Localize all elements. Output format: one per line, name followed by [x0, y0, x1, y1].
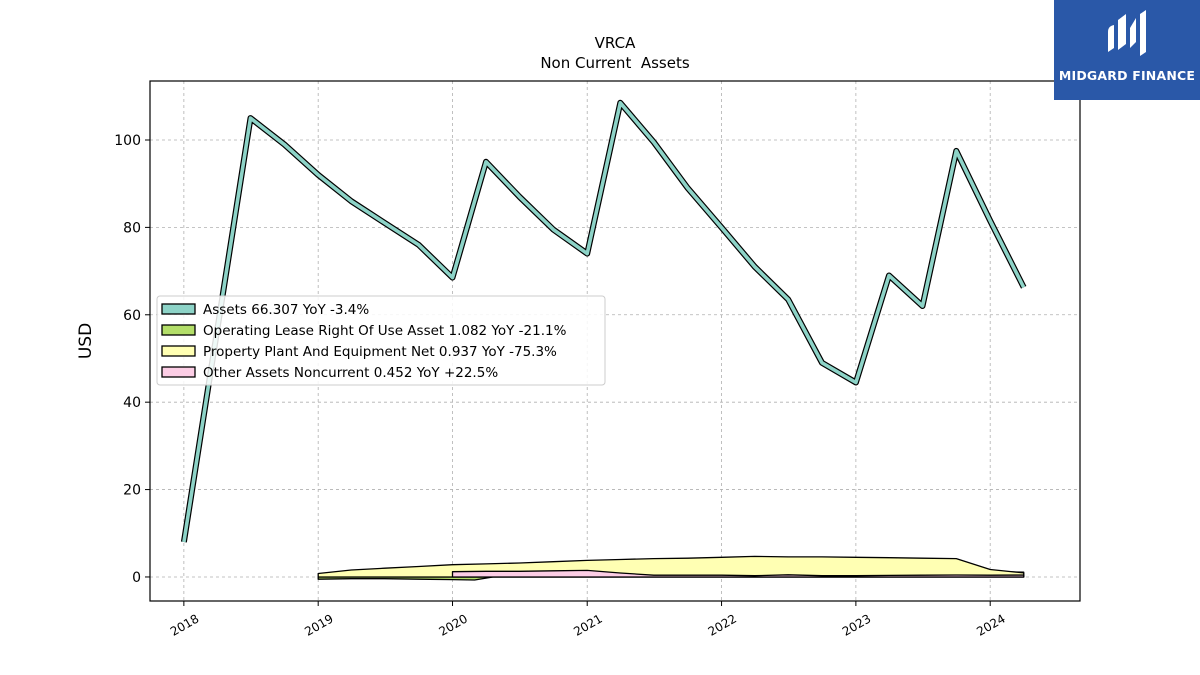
legend-label: Property Plant And Equipment Net 0.937 Y… [203, 344, 557, 360]
chart-title: VRCA [595, 34, 636, 52]
brand-name: MIDGARD FINANCE [1058, 68, 1196, 83]
midgard-logo-icon [1108, 10, 1146, 56]
series-assets [180, 99, 1027, 543]
legend-label: Assets 66.307 YoY -3.4% [203, 302, 369, 318]
series-area [317, 555, 1025, 578]
brand-logo: MIDGARD FINANCE [1054, 0, 1200, 100]
legend-swatch [161, 324, 196, 336]
x-tick-label: 2020 [437, 611, 470, 638]
legend-swatch [161, 345, 196, 357]
legend-swatch [161, 366, 196, 378]
x-tick-label: 2019 [302, 611, 335, 638]
y-tick-label: 20 [123, 483, 141, 499]
y-tick-label: 40 [123, 395, 141, 411]
series-other-assets-noncurrent [451, 569, 1025, 578]
plot-frame [149, 80, 1081, 602]
y-tick-label: 0 [132, 570, 141, 586]
x-tick-label: 2021 [571, 611, 604, 638]
series-line [182, 101, 1026, 543]
legend-label: Operating Lease Right Of Use Asset 1.082… [203, 323, 567, 339]
series-area [451, 569, 1025, 578]
chart-subtitle: Non Current Assets [540, 54, 690, 72]
y-tick-label: 60 [123, 308, 141, 324]
y-axis-label: USD [76, 323, 96, 359]
legend-label: Other Assets Noncurrent 0.452 YoY +22.5% [203, 365, 498, 381]
legend-box [156, 295, 606, 386]
x-tick-label: 2022 [706, 611, 739, 638]
x-tick-label: 2018 [168, 611, 201, 638]
y-tick-label: 100 [114, 133, 141, 149]
axis-ticks: 0 20 40 60 80 100 2018 2019 2020 2021 2022 2023 2024 [114, 133, 1007, 639]
x-tick-label: 2024 [974, 611, 1007, 638]
y-tick-label: 80 [123, 220, 141, 236]
legend: Assets 66.307 YoY -3.4% Operating Lease R… [156, 295, 606, 386]
x-tick-label: 2023 [840, 611, 873, 638]
series-property-plant-and-equipment-net [317, 555, 1025, 578]
series-layer [180, 99, 1027, 581]
legend-swatch [161, 303, 196, 315]
